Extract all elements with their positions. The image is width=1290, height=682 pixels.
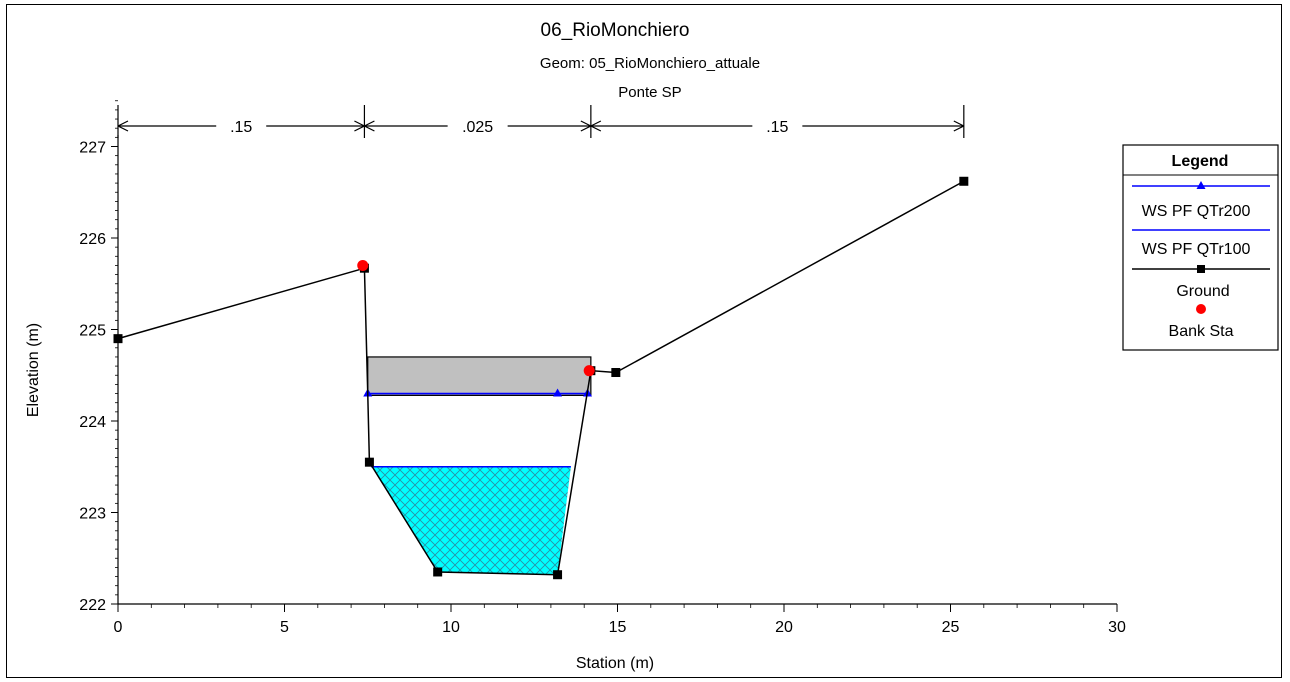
manning-arrowhead bbox=[580, 120, 592, 132]
x-tick-label: 25 bbox=[942, 619, 960, 636]
y-tick-label: 226 bbox=[79, 231, 106, 248]
chart-frame bbox=[6, 4, 1282, 678]
ground-point bbox=[364, 457, 374, 467]
chart-subtitle-geom: Geom: 05_RioMonchiero_attuale bbox=[540, 55, 760, 72]
legend-marker-ground bbox=[1197, 265, 1205, 273]
x-axis-label: Station (m) bbox=[576, 655, 654, 672]
legend-label-bank-sta: Bank Sta bbox=[1169, 323, 1234, 340]
plot-area: 222 223 224 225 226 227 0 5 10 15 20 25 30 .15 .025 .15 bbox=[79, 100, 1126, 636]
manning-n-label: .15 bbox=[230, 119, 252, 136]
chart-subtitle-location: Ponte SP bbox=[618, 84, 681, 101]
manning-arrowhead bbox=[364, 120, 375, 132]
ground-point bbox=[553, 570, 563, 580]
y-tick-label: 227 bbox=[79, 140, 106, 157]
ground-point bbox=[611, 368, 621, 378]
manning-arrowhead bbox=[117, 120, 129, 132]
legend-label-ground: Ground bbox=[1176, 283, 1229, 300]
x-tick-label: 15 bbox=[609, 619, 627, 636]
x-tick-label: 20 bbox=[775, 619, 793, 636]
legend-marker-bank-sta bbox=[1196, 304, 1206, 314]
bank-station-point bbox=[357, 259, 369, 271]
y-tick-label: 224 bbox=[79, 414, 106, 431]
ground-point bbox=[959, 176, 969, 186]
legend: Legend WS PF QTr200 WS PF QTr100 Ground … bbox=[1122, 144, 1279, 351]
y-tick-label: 223 bbox=[79, 506, 106, 523]
chart-title: 06_RioMonchiero bbox=[541, 20, 690, 41]
y-axis-label: Elevation (m) bbox=[25, 323, 42, 417]
legend-title: Legend bbox=[1172, 153, 1229, 170]
x-tick-label: 30 bbox=[1108, 619, 1126, 636]
legend-label-ws-qtr200: WS PF QTr200 bbox=[1142, 203, 1251, 220]
ground-point bbox=[113, 334, 123, 344]
y-tick-label: 225 bbox=[79, 323, 106, 340]
x-tick-label: 0 bbox=[114, 619, 123, 636]
x-tick-label: 10 bbox=[442, 619, 460, 636]
y-tick-label: 222 bbox=[79, 597, 106, 614]
manning-arrowhead bbox=[953, 120, 965, 132]
manning-n-label: .15 bbox=[766, 119, 788, 136]
ws-marker-qtr200 bbox=[553, 388, 563, 397]
bank-station-point bbox=[583, 365, 595, 377]
manning-arrowhead bbox=[354, 120, 365, 132]
legend-label-ws-qtr100: WS PF QTr100 bbox=[1142, 241, 1251, 258]
x-tick-label: 5 bbox=[280, 619, 289, 636]
legend-marker-ws-qtr200 bbox=[1196, 181, 1206, 189]
manning-arrowhead bbox=[590, 120, 602, 132]
water-fill-qtr100 bbox=[369, 462, 571, 575]
ground-point bbox=[433, 567, 443, 577]
manning-n-label: .025 bbox=[462, 119, 493, 136]
legend-box bbox=[1122, 144, 1279, 351]
